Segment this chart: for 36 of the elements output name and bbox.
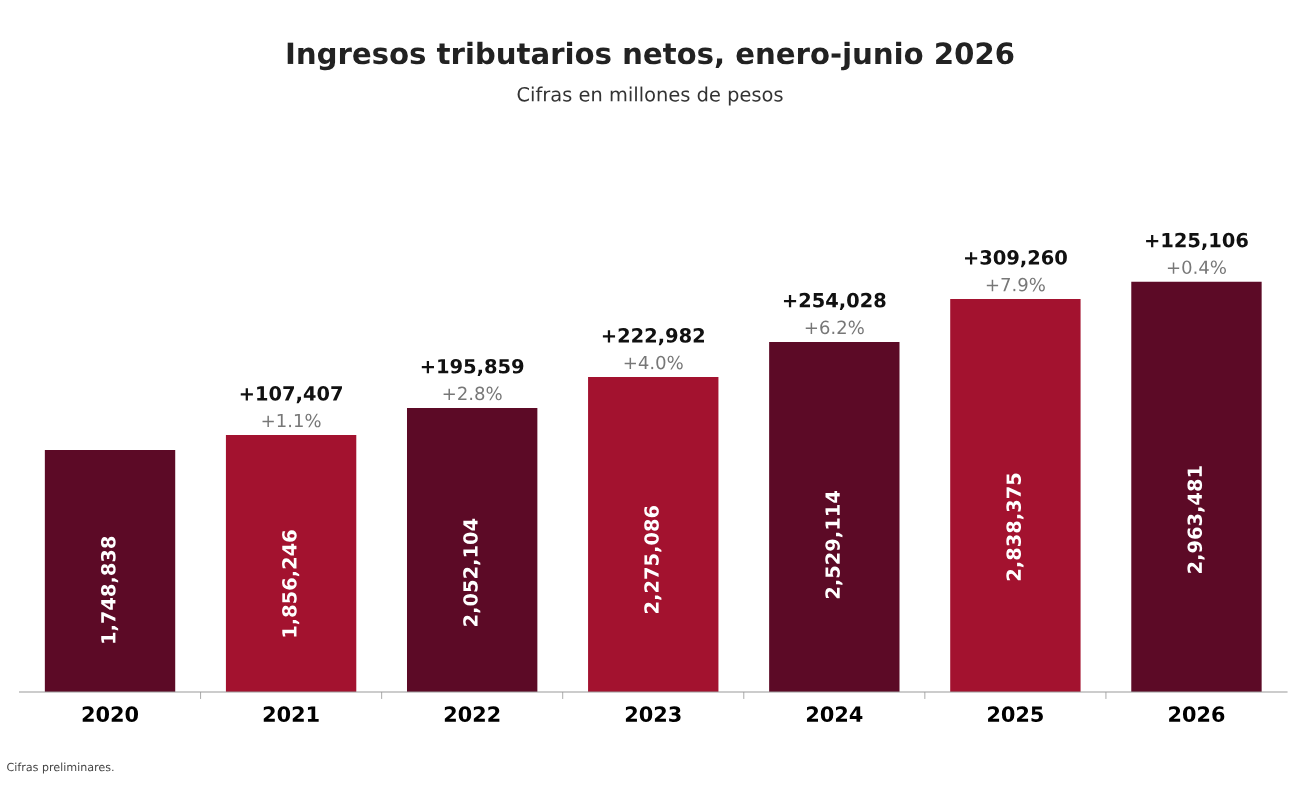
bar: [769, 341, 900, 692]
data-label: 2,529,114: [825, 491, 843, 599]
data-label: 2,838,375: [1006, 473, 1024, 581]
bar: [44, 449, 176, 692]
chart-subtitle: Cifras en millones de pesos: [517, 86, 783, 106]
data-label: 1,856,246: [282, 530, 300, 637]
bar: [950, 299, 1081, 692]
chart-title: Ingresos tributarios netos, enero-junio 2026: [287, 41, 1014, 71]
data-label: 2,275,086: [644, 506, 662, 613]
data-label: 2,052,104: [463, 518, 481, 626]
annotation: +7.9%: [986, 277, 1045, 292]
x-tick-label: 2024: [806, 706, 863, 723]
annotation: +309,260: [965, 250, 1067, 268]
annotation: +2.8%: [443, 386, 502, 401]
annotation: +107,407: [240, 386, 342, 404]
annotation: +195,859: [421, 358, 524, 377]
x-tick-label: 2023: [625, 706, 681, 723]
x-tick-label: 2022: [444, 706, 500, 723]
annotation: +222,982: [602, 328, 704, 346]
x-tick-label: 2025: [988, 706, 1043, 723]
annotation: +254,028: [783, 292, 886, 311]
bar: [406, 407, 538, 692]
bar: [588, 377, 719, 692]
data-label: 1,748,838: [100, 536, 119, 643]
annotation: +125,106: [1146, 232, 1248, 250]
x-tick-label: 2026: [1169, 706, 1225, 723]
bar: [225, 435, 357, 692]
x-tick-label: 2020: [82, 706, 139, 723]
annotation: +0.4%: [1167, 260, 1226, 275]
annotation: +4.0%: [624, 355, 683, 370]
data-label: 2,963,481: [1187, 466, 1205, 573]
text: Cifras preliminares.: [7, 762, 114, 774]
annotation: +1.1%: [262, 413, 321, 428]
x-tick-label: 2021: [263, 706, 319, 723]
annotation: +6.2%: [805, 320, 864, 335]
bar: [1131, 281, 1262, 692]
